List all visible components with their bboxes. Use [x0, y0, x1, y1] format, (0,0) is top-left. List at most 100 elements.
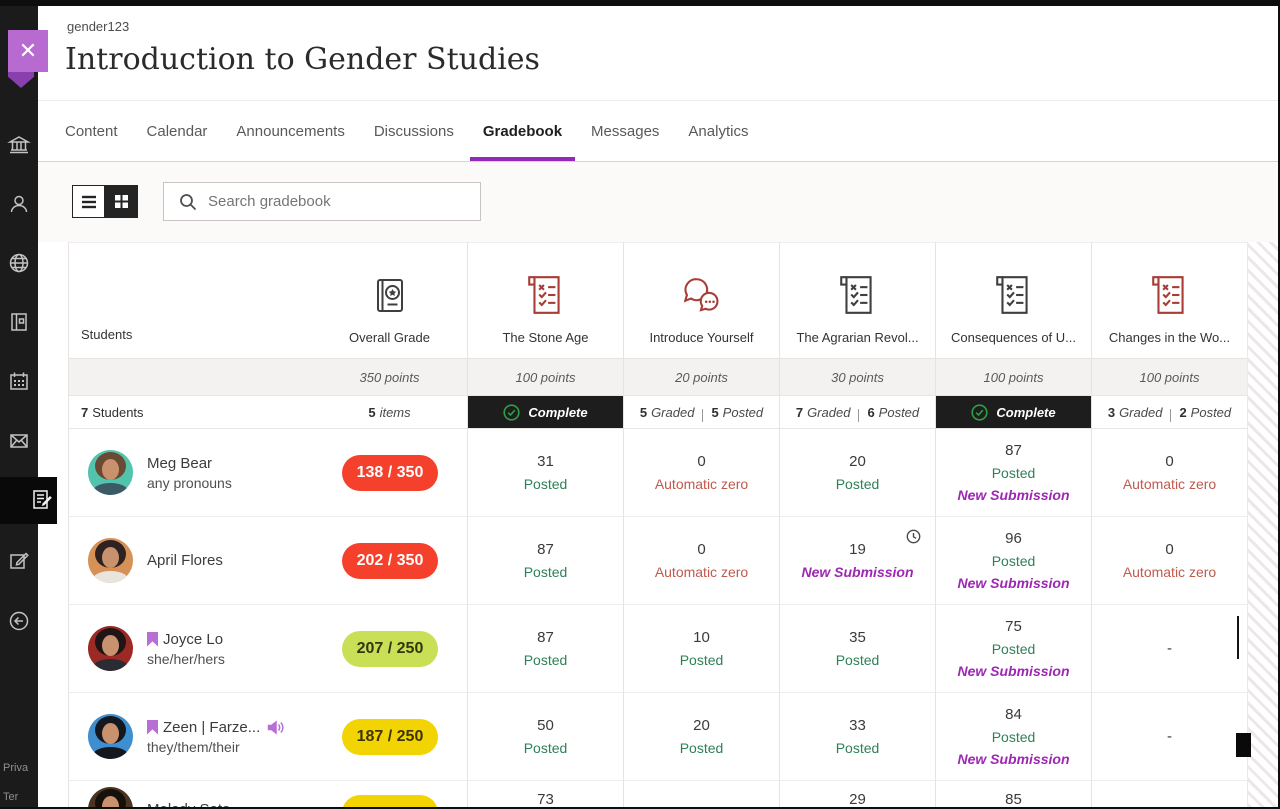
library-icon[interactable]: [7, 310, 31, 334]
grade-cell[interactable]: 20 Posted: [780, 429, 936, 517]
grade-cell[interactable]: 31 Posted: [468, 429, 624, 517]
column-header-overall-grade[interactable]: Overall Grade: [312, 243, 468, 359]
points-changes: 100 points: [1092, 359, 1247, 396]
student-row-melody-soto[interactable]: Melody Soto: [69, 781, 468, 807]
student-pronouns: she/her/hers: [147, 650, 225, 667]
messages-envelope-icon[interactable]: [7, 429, 31, 453]
student-name: Joyce Lo: [163, 630, 224, 648]
list-icon: [81, 195, 96, 208]
points-introduce: 20 points: [624, 359, 780, 396]
column-header-agrarian-revolution[interactable]: The Agrarian Revol...: [780, 243, 936, 359]
overall-grade-pill[interactable]: 207 / 250: [342, 630, 438, 667]
sign-out-icon[interactable]: [7, 609, 31, 633]
points-row-spacer: [69, 359, 312, 396]
overall-grade-pill[interactable]: 138 / 350: [342, 454, 438, 491]
grade-cell[interactable]: 0 Automatic zero: [1092, 429, 1247, 517]
page-title: Introduction to Gender Studies: [65, 42, 540, 77]
check-circle-icon: [971, 403, 988, 421]
grade-cell[interactable]: 87 Posted: [468, 517, 624, 605]
overall-grade-pill[interactable]: 187 / 250: [342, 718, 438, 755]
view-toggle: [72, 185, 138, 218]
grade-cell[interactable]: 87 Posted: [468, 605, 624, 693]
column-header-changes-in-the-world[interactable]: Changes in the Wo...: [1092, 243, 1247, 359]
column-header-consequences[interactable]: Consequences of U...: [936, 243, 1092, 359]
status-counts-introduce: 5 Graded 5 Posted: [624, 396, 780, 429]
assessment-checklist-icon: [838, 273, 878, 320]
avatar: [88, 787, 133, 807]
grade-cell[interactable]: 73: [468, 781, 624, 807]
students-count: 7 Students: [69, 396, 312, 429]
student-pronouns: they/them/their: [147, 738, 240, 755]
accommodations-bookmark-icon: [147, 719, 158, 735]
status-counts-changes: 3 Graded 2 Posted: [1092, 396, 1247, 429]
globe-icon[interactable]: [7, 251, 31, 275]
gradebook-sidebar-active[interactable]: [0, 477, 57, 524]
column-header-students: Students: [69, 243, 312, 359]
tab-analytics[interactable]: Analytics: [688, 122, 749, 140]
grade-cell[interactable]: 35 Posted: [780, 605, 936, 693]
grade-cell[interactable]: 0 Automatic zero: [1092, 517, 1247, 605]
terms-link[interactable]: Ter: [3, 791, 19, 803]
search-input[interactable]: [206, 192, 460, 211]
points-overall: 350 points: [312, 359, 468, 396]
grade-cell[interactable]: 87 Posted New Submission: [936, 429, 1092, 517]
compose-icon[interactable]: [7, 549, 31, 573]
course-code: gender123: [67, 19, 130, 34]
grade-cell[interactable]: 0 Automatic zero: [624, 429, 780, 517]
tab-content[interactable]: Content: [65, 122, 118, 140]
grade-cell[interactable]: 0 Automatic zero: [624, 517, 780, 605]
column-header-the-stone-age[interactable]: The Stone Age: [468, 243, 624, 359]
student-name: Meg Bear: [147, 454, 213, 472]
tab-gradebook[interactable]: Gradebook: [469, 101, 576, 161]
grade-cell[interactable]: [624, 781, 780, 807]
status-complete-stone-age: Complete: [468, 396, 624, 429]
grade-cell[interactable]: 84 Posted New Submission: [936, 693, 1092, 781]
grade-cell-empty[interactable]: -: [1092, 693, 1247, 781]
tab-calendar[interactable]: Calendar: [146, 122, 208, 140]
calendar-icon[interactable]: [7, 369, 31, 393]
student-name: April Flores: [147, 552, 223, 569]
header-divider: [38, 100, 1278, 101]
overall-grade-pill[interactable]: 202 / 350: [342, 542, 438, 579]
student-row-zeen[interactable]: Zeen | Farze... they/them/their 187 / 25…: [69, 693, 468, 781]
items-count: 5 items: [312, 396, 468, 429]
window-frame-right: [1278, 0, 1280, 809]
grades-icon: [33, 490, 52, 509]
grade-cell[interactable]: [1092, 781, 1247, 807]
course-nav: Content Calendar Announcements Discussio…: [65, 101, 748, 161]
student-pronouns: any pronouns: [147, 474, 232, 491]
tab-messages[interactable]: Messages: [591, 122, 660, 140]
privacy-link[interactable]: Priva: [3, 762, 29, 774]
student-row-meg-bear[interactable]: Meg Bear any pronouns 138 / 350: [69, 429, 468, 517]
column-header-introduce-yourself[interactable]: Introduce Yourself: [624, 243, 780, 359]
grade-cell[interactable]: 29: [780, 781, 936, 807]
close-icon[interactable]: ✕: [8, 30, 48, 72]
grade-cell[interactable]: 85: [936, 781, 1092, 807]
status-complete-consequences: Complete: [936, 396, 1092, 429]
scrollbar-mark: [1237, 616, 1239, 659]
points-agrarian: 30 points: [780, 359, 936, 396]
grid-view-button[interactable]: [105, 185, 138, 218]
grade-cell[interactable]: 96 Posted New Submission: [936, 517, 1092, 605]
search-icon: [180, 193, 197, 210]
profile-icon[interactable]: [7, 192, 31, 216]
tab-discussions[interactable]: Discussions: [373, 122, 454, 140]
grade-cell[interactable]: 10 Posted: [624, 605, 780, 693]
tab-announcements[interactable]: Announcements: [236, 122, 345, 140]
institution-icon[interactable]: [7, 133, 31, 157]
grade-cell[interactable]: 50 Posted: [468, 693, 624, 781]
student-row-joyce-lo[interactable]: Joyce Lo she/her/hers 207 / 250: [69, 605, 468, 693]
student-row-april-flores[interactable]: April Flores 202 / 350: [69, 517, 468, 605]
grade-cell-empty[interactable]: -: [1092, 605, 1247, 693]
grade-cell[interactable]: 33 Posted: [780, 693, 936, 781]
grade-cell[interactable]: 20 Posted: [624, 693, 780, 781]
name-pronunciation-speaker-icon[interactable]: [267, 719, 284, 735]
bookmark-tail: [8, 72, 34, 88]
overall-grade-pill[interactable]: [342, 795, 438, 807]
course-close-bookmark: ✕: [8, 30, 48, 88]
grade-cell[interactable]: 19 New Submission: [780, 517, 936, 605]
grade-cell[interactable]: 75 Posted New Submission: [936, 605, 1092, 693]
student-name: Zeen | Farze...: [163, 718, 261, 736]
avatar: [88, 626, 133, 671]
list-view-button[interactable]: [72, 185, 105, 218]
